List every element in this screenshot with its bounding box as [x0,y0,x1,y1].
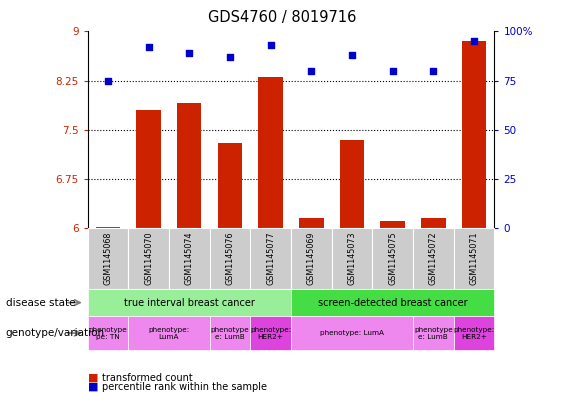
Text: percentile rank within the sample: percentile rank within the sample [102,382,267,392]
Point [388,68,397,74]
Text: phenotype:
LumA: phenotype: LumA [148,327,190,340]
Text: ■: ■ [88,382,98,392]
Text: phenotype
e: LumB: phenotype e: LumB [211,327,249,340]
Text: GSM1145070: GSM1145070 [144,231,153,285]
Text: GSM1145068: GSM1145068 [103,232,112,285]
Bar [136,110,161,228]
Text: transformed count: transformed count [102,373,193,383]
Bar [177,103,202,228]
Text: GSM1145074: GSM1145074 [185,231,194,285]
Point [103,77,112,84]
Text: GDS4760 / 8019716: GDS4760 / 8019716 [208,10,357,25]
Text: phenotype
pe: TN: phenotype pe: TN [89,327,127,340]
Text: GSM1145069: GSM1145069 [307,231,316,285]
Text: ■: ■ [88,373,98,383]
Point [429,68,438,74]
Text: phenotype:
HER2+: phenotype: HER2+ [250,327,292,340]
Bar [462,41,486,228]
Text: GSM1145072: GSM1145072 [429,231,438,285]
Point [307,68,316,74]
Point [266,42,275,48]
Text: GSM1145076: GSM1145076 [225,231,234,285]
Bar [95,227,120,228]
Point [185,50,194,56]
Bar [218,143,242,228]
Text: screen-detected breast cancer: screen-detected breast cancer [318,298,467,308]
Text: true interval breast cancer: true interval breast cancer [124,298,255,308]
Text: genotype/variation: genotype/variation [6,328,105,338]
Point [225,54,234,60]
Text: disease state: disease state [6,298,75,308]
Bar [421,218,446,228]
Bar [258,77,283,228]
Text: phenotype
e: LumB: phenotype e: LumB [414,327,453,340]
Bar [340,140,364,228]
Point [144,44,153,50]
Text: GSM1145071: GSM1145071 [470,231,479,285]
Text: phenotype: LumA: phenotype: LumA [320,330,384,336]
Text: GSM1145077: GSM1145077 [266,231,275,285]
Point [347,52,357,58]
Text: phenotype:
HER2+: phenotype: HER2+ [453,327,495,340]
Text: GSM1145075: GSM1145075 [388,231,397,285]
Point [470,38,479,44]
Bar [380,221,405,228]
Text: GSM1145073: GSM1145073 [347,231,357,285]
Bar [299,218,324,228]
